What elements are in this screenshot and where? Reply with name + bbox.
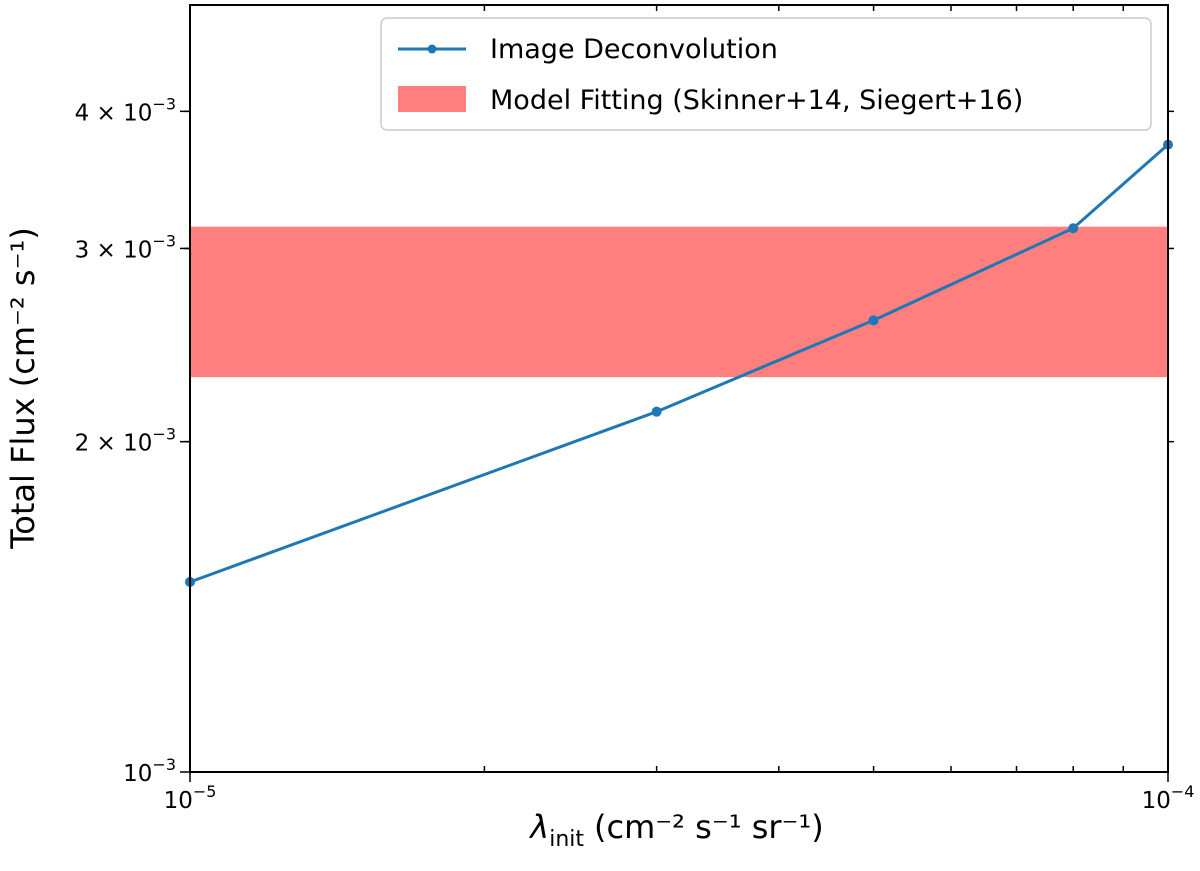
- y-tick-mant: 4 ×: [75, 100, 124, 126]
- x-tick-exponent: −5: [193, 782, 217, 801]
- y-tick-label: 2 × 10−3: [75, 425, 176, 457]
- y-tick-mant: 2 ×: [75, 431, 124, 457]
- x-axis-label-units: (cm⁻² s⁻¹ sr⁻¹): [594, 808, 824, 846]
- y-tick-mant: 3 ×: [75, 237, 124, 263]
- y-tick-exp: −3: [152, 425, 176, 444]
- y-tick-base: 10: [123, 431, 152, 457]
- x-tick-base: 10: [1142, 788, 1171, 814]
- y-tick-label: 3 × 10−3: [75, 231, 176, 263]
- y-tick-exp: −3: [152, 94, 176, 113]
- model-fitting-band: [190, 226, 1168, 378]
- plot-area: [185, 139, 1173, 587]
- x-tick-base: 10: [164, 788, 193, 814]
- y-tick-exp: −3: [152, 755, 176, 774]
- y-tick-exp: −3: [152, 231, 176, 250]
- y-tick-label: 10−3: [123, 755, 176, 787]
- data-point: [868, 315, 879, 326]
- x-axis-label-subscript: init: [549, 827, 584, 852]
- x-tick-label: 10−5: [164, 782, 217, 814]
- data-point: [1068, 223, 1079, 234]
- x-tick-exponent: −4: [1171, 782, 1195, 801]
- legend-marker-swatch: [427, 44, 437, 54]
- y-tick-base: 10: [123, 237, 152, 263]
- axes-frame: [189, 4, 1169, 773]
- x-tick-label: 10−4: [1142, 782, 1195, 814]
- x-axis-label-symbol: λ: [528, 808, 549, 846]
- legend: Image Deconvolution Model Fitting (Skinn…: [380, 17, 1152, 131]
- major-ticks: 10−5 10−410−32 × 10−33 × 10−34 × 10−3: [75, 94, 1195, 814]
- y-tick-label: 4 × 10−3: [75, 94, 176, 126]
- legend-band-swatch: [398, 86, 466, 112]
- legend-label-model-fitting: Model Fitting (Skinner+14, Siegert+16): [490, 85, 1023, 116]
- y-tick-base: 10: [123, 100, 152, 126]
- y-axis-label: Total Flux (cm⁻² s⁻¹): [4, 227, 42, 550]
- y-tick-base: 10: [123, 761, 152, 787]
- x-axis-label: λinit (cm⁻² s⁻¹ sr⁻¹): [528, 808, 823, 852]
- legend-label-image-deconvolution: Image Deconvolution: [490, 34, 778, 65]
- legend-box: [380, 17, 1152, 131]
- data-point: [651, 406, 662, 417]
